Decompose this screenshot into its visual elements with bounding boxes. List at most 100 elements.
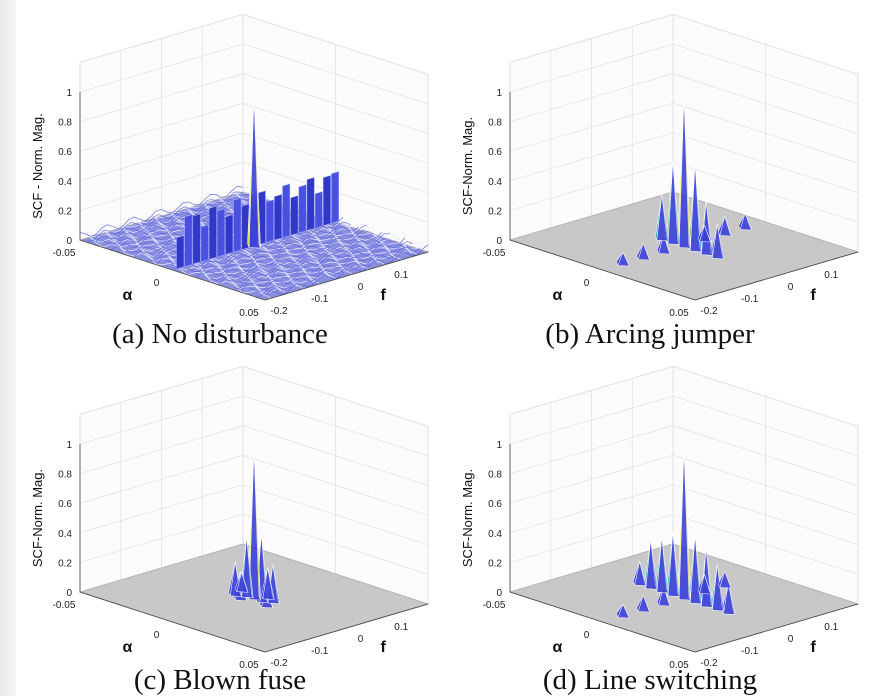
surface-plot-d: 00.20.40.60.81-0.0500.05-0.2-0.100.10.2α… (460, 365, 860, 671)
x-tick-label: 0.05 (669, 308, 689, 319)
x-tick-label: -0.05 (483, 600, 506, 611)
z-tick-label: 0.6 (488, 499, 502, 510)
z-tick-label: 0 (66, 236, 72, 247)
z-tick-label: 0.8 (58, 118, 72, 129)
peak-series (616, 97, 752, 267)
peak-series (616, 449, 736, 619)
peak-mark-back (672, 532, 680, 597)
z-tick-label: 0.2 (488, 558, 502, 569)
x-axis-label: α (553, 287, 563, 304)
ridge-bar (331, 171, 339, 224)
peak-mark-back (724, 216, 732, 237)
z-tick-label: 0.6 (58, 147, 72, 158)
chart-panel-c: 00.20.40.60.81-0.0500.05-0.2-0.100.10.2α… (10, 352, 430, 696)
y-tick-label: -0.2 (270, 658, 288, 669)
peak-mark-back (261, 533, 269, 603)
chart-panel-b: 00.20.40.60.81-0.0500.05-0.2-0.100.10.2α… (440, 0, 860, 350)
axes: 00.20.40.60.81-0.0500.05-0.2-0.100.10.2α… (30, 88, 429, 319)
ridge-bar (217, 208, 225, 258)
peak-mark-back (672, 160, 680, 245)
ridge-bar (282, 183, 291, 238)
peak-mark-back (683, 449, 691, 601)
z-tick-label: 0.2 (58, 206, 72, 217)
y-tick-label: -0.2 (700, 658, 718, 669)
caption-d: (d) Line switching (542, 664, 758, 696)
y-tick-label: 0 (788, 634, 794, 645)
z-tick-label: 1 (66, 88, 72, 99)
peak-mark-back (234, 561, 242, 597)
peak-mark-back (744, 213, 752, 231)
peak-series (228, 449, 280, 609)
y-tick-label: -0.2 (270, 306, 288, 317)
ridge-bar (208, 205, 217, 260)
x-tick-label: 0 (154, 278, 160, 289)
y-tick-label: 0.1 (394, 270, 408, 281)
peak-mark-back (267, 567, 275, 600)
surface-plot-b: 00.20.40.60.81-0.0500.05-0.2-0.100.10.2α… (460, 13, 860, 319)
caption-b: (b) Arcing jumper (545, 318, 755, 350)
ridge-bar (323, 175, 331, 226)
left-margin-shade (0, 0, 16, 696)
z-tick-label: 0 (496, 236, 502, 247)
z-tick-label: 0.2 (58, 558, 72, 569)
x-tick-label: -0.05 (53, 248, 76, 259)
ridge-bar (225, 214, 234, 255)
y-axis-label: f (811, 639, 817, 656)
y-tick-label: 0.1 (824, 622, 838, 633)
x-tick-label: -0.05 (53, 600, 76, 611)
x-tick-label: 0 (584, 278, 590, 289)
axes: 00.20.40.60.81-0.0500.05-0.2-0.100.10.2α… (460, 88, 859, 319)
ridge-bar (290, 195, 299, 236)
x-tick-label: 0 (154, 630, 160, 641)
ridge-bar (314, 191, 323, 229)
z-tick-label: 0.6 (58, 499, 72, 510)
caption-a: (a) No disturbance (112, 318, 328, 350)
y-tick-label: -0.1 (311, 646, 329, 657)
ridge-bar (266, 199, 274, 243)
x-tick-label: 0 (584, 630, 590, 641)
chart-panel-a: 00.20.40.60.81-0.0500.05-0.2-0.100.10.2α… (10, 0, 430, 350)
ridge-bar (306, 177, 315, 231)
peak-mark-back (661, 194, 669, 241)
peak-mark-back (694, 534, 702, 604)
chart-panel-d: 00.20.40.60.81-0.0500.05-0.2-0.100.10.2α… (440, 352, 860, 696)
peak-mark-back (706, 201, 713, 256)
peak-mark-back (704, 225, 712, 243)
z-tick-label: 1 (66, 440, 72, 451)
peak-mark-back (241, 572, 249, 593)
z-tick-label: 0.8 (58, 470, 72, 481)
caption-c: (c) Blown fuse (133, 664, 307, 696)
z-axis-label: SCF-Norm. Mag. (30, 469, 45, 567)
back-wall-grid (509, 365, 859, 605)
ridge-bar (274, 194, 282, 241)
z-tick-label: 0 (496, 588, 502, 599)
z-tick-label: 0.4 (488, 529, 502, 540)
y-tick-label: 0.1 (394, 622, 408, 633)
x-tick-label: -0.05 (483, 248, 506, 259)
peak-series (247, 97, 261, 249)
y-axis-label: f (381, 639, 387, 656)
y-tick-label: 0 (788, 282, 794, 293)
ridge-bar (298, 184, 307, 234)
peak-mark-back (639, 561, 647, 586)
y-axis-label: f (381, 287, 387, 304)
ridge-bar (192, 213, 201, 265)
peak-mark-back (706, 548, 713, 608)
x-axis-label: α (123, 287, 133, 304)
y-tick-label: -0.1 (311, 294, 329, 305)
back-wall-grid (509, 13, 859, 253)
peak-mark-back (253, 97, 261, 249)
peak-mark-back (272, 564, 280, 604)
peak-mark-back (728, 582, 736, 615)
peak-mark-back (643, 243, 650, 261)
y-tick-label: 0.1 (824, 270, 838, 281)
ridge-bar (176, 235, 185, 270)
axes: 00.20.40.60.81-0.0500.05-0.2-0.100.10.2α… (460, 440, 859, 671)
x-axis-label: α (553, 639, 563, 656)
z-tick-label: 0.4 (58, 177, 72, 188)
z-tick-label: 1 (496, 88, 502, 99)
peak-mark-back (643, 595, 650, 613)
ridge-series (176, 171, 339, 270)
peak-mark-back (704, 574, 712, 595)
ridge-bar (200, 224, 209, 262)
